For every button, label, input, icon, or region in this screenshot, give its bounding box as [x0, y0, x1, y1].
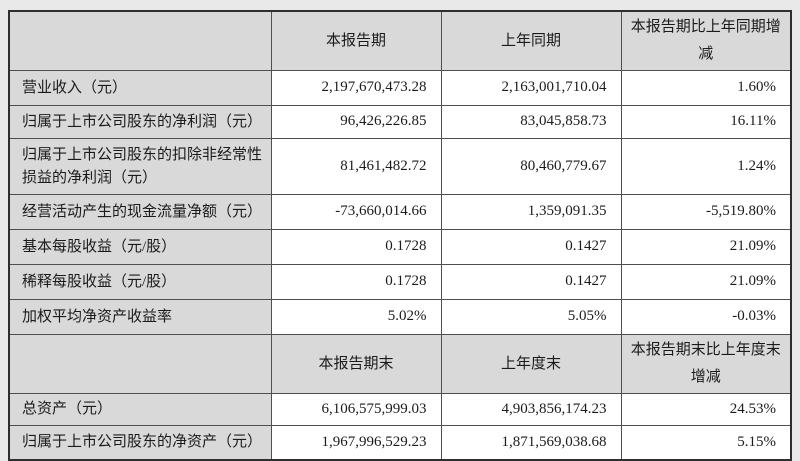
- current-period-value: 0.1728: [270, 264, 442, 300]
- prior-period-value: 2,163,001,710.04: [440, 70, 622, 106]
- row-label: 加权平均净资产收益率: [8, 299, 272, 335]
- prior-period-value: 5.05%: [440, 299, 622, 335]
- table-row-operating-revenue: 营业收入（元） 2,197,670,473.28 2,163,001,710.0…: [8, 70, 792, 106]
- col-header-prior-period: 上年同期: [440, 10, 622, 71]
- corner-cell: [8, 334, 272, 394]
- table-row-total-assets: 总资产（元） 6,106,575,999.03 4,903,856,174.23…: [8, 393, 792, 426]
- prior-period-value: 1,359,091.35: [440, 194, 622, 230]
- change-value: 1.60%: [620, 70, 792, 106]
- col-header-period-end: 本报告期末: [270, 334, 442, 394]
- current-period-value: 81,461,482.72: [270, 138, 442, 195]
- table-row-operating-cash-flow: 经营活动产生的现金流量净额（元） -73,660,014.66 1,359,09…: [8, 194, 792, 230]
- col-header-period-end-change: 本报告期末比上年度末增减: [620, 334, 792, 394]
- current-period-value: 96,426,226.85: [270, 105, 442, 139]
- prior-period-value: 0.1427: [440, 229, 622, 265]
- col-header-current-period: 本报告期: [270, 10, 442, 71]
- change-value: 24.53%: [620, 393, 792, 426]
- section1-header-row: 本报告期 上年同期 本报告期比上年同期增减: [8, 10, 792, 71]
- change-value: 16.11%: [620, 105, 792, 139]
- current-period-value: 1,967,996,529.23: [270, 425, 442, 460]
- prior-period-value: 1,871,569,038.68: [440, 425, 622, 460]
- row-label: 经营活动产生的现金流量净额（元）: [8, 194, 272, 230]
- row-label: 基本每股收益（元/股）: [8, 229, 272, 265]
- row-label: 归属于上市公司股东的扣除非经常性损益的净利润（元）: [8, 138, 272, 195]
- change-value: 21.09%: [620, 229, 792, 265]
- change-value: -0.03%: [620, 299, 792, 335]
- row-label: 归属于上市公司股东的净利润（元）: [8, 105, 272, 139]
- prior-period-value: 0.1427: [440, 264, 622, 300]
- row-label: 总资产（元）: [8, 393, 272, 426]
- current-period-value: 6,106,575,999.03: [270, 393, 442, 426]
- row-label: 稀释每股收益（元/股）: [8, 264, 272, 300]
- change-value: 5.15%: [620, 425, 792, 460]
- prior-period-value: 4,903,856,174.23: [440, 393, 622, 426]
- current-period-value: -73,660,014.66: [270, 194, 442, 230]
- table-row-basic-eps: 基本每股收益（元/股） 0.1728 0.1427 21.09%: [8, 229, 792, 265]
- table-row-net-profit: 归属于上市公司股东的净利润（元） 96,426,226.85 83,045,85…: [8, 105, 792, 139]
- current-period-value: 0.1728: [270, 229, 442, 265]
- table-row-net-assets: 归属于上市公司股东的净资产（元） 1,967,996,529.23 1,871,…: [8, 425, 792, 460]
- table-row-weighted-avg-roe: 加权平均净资产收益率 5.02% 5.05% -0.03%: [8, 299, 792, 335]
- col-header-change: 本报告期比上年同期增减: [620, 10, 792, 71]
- row-label: 归属于上市公司股东的净资产（元）: [8, 425, 272, 460]
- financial-summary-table: 本报告期 上年同期 本报告期比上年同期增减 营业收入（元） 2,197,670,…: [8, 10, 792, 461]
- row-label: 营业收入（元）: [8, 70, 272, 106]
- change-value: 21.09%: [620, 264, 792, 300]
- table-row-net-profit-excl-nonrecurring: 归属于上市公司股东的扣除非经常性损益的净利润（元） 81,461,482.72 …: [8, 138, 792, 195]
- section2-header-row: 本报告期末 上年度末 本报告期末比上年度末增减: [8, 334, 792, 394]
- prior-period-value: 80,460,779.67: [440, 138, 622, 195]
- current-period-value: 2,197,670,473.28: [270, 70, 442, 106]
- corner-cell: [8, 10, 272, 71]
- change-value: -5,519.80%: [620, 194, 792, 230]
- current-period-value: 5.02%: [270, 299, 442, 335]
- col-header-prior-year-end: 上年度末: [440, 334, 622, 394]
- table-row-diluted-eps: 稀释每股收益（元/股） 0.1728 0.1427 21.09%: [8, 264, 792, 300]
- prior-period-value: 83,045,858.73: [440, 105, 622, 139]
- change-value: 1.24%: [620, 138, 792, 195]
